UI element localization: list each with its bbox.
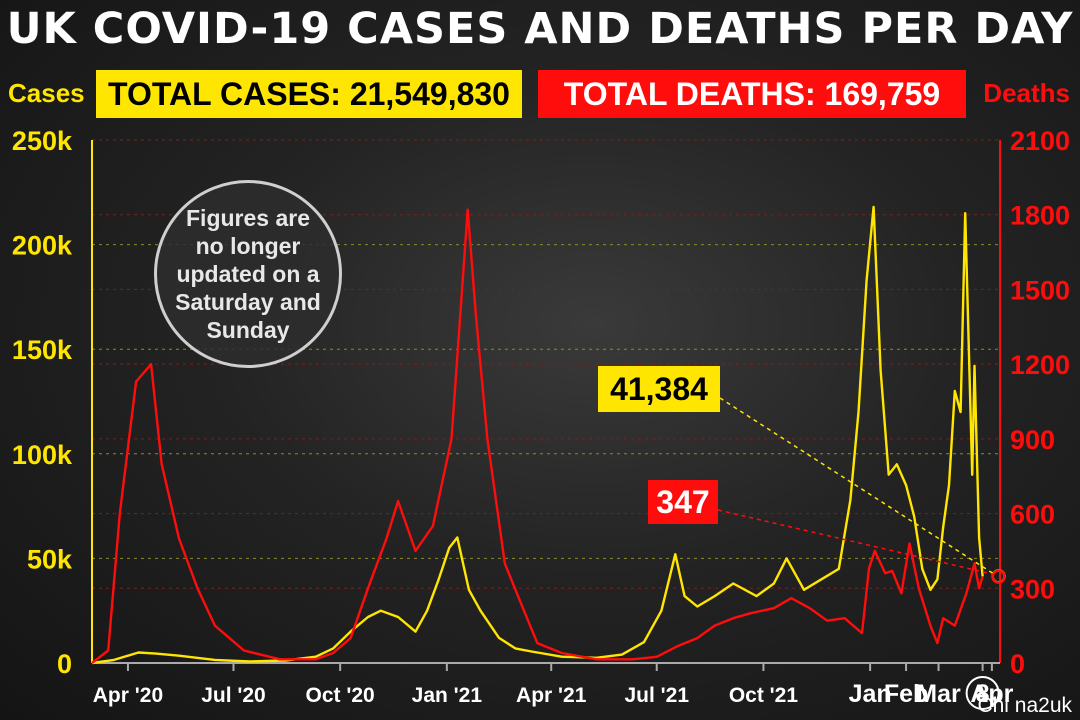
- watermark: Chi na2uk: [977, 694, 1072, 717]
- right-axis-name: Deaths: [983, 78, 1070, 108]
- note-text: Figures are no longer updated on a Satur…: [175, 205, 321, 343]
- series-line-cases: [91, 205, 984, 665]
- left-tick-label: 50k: [27, 544, 73, 574]
- endpoint-marker-deaths: [991, 569, 1006, 584]
- right-tick-label: 900: [1010, 425, 1055, 455]
- left-axis-name: Cases: [8, 78, 85, 108]
- x-tick-label: Apr '20: [93, 684, 163, 707]
- left-tick-label: 200k: [12, 231, 73, 261]
- left-tick-label: 150k: [12, 335, 73, 365]
- note-circle: Figures are no longer updated on a Satur…: [154, 180, 342, 368]
- x-tick-label: Oct '21: [729, 684, 799, 707]
- x-tick-label: Apr: [970, 680, 1013, 708]
- right-axis-ticks: 0 300 600 900 1200 1500 1800 2100: [1010, 126, 1070, 679]
- x-tick-label: Jul '20: [201, 684, 266, 707]
- callout-leaders: [717, 397, 996, 576]
- series-line-deaths: [91, 208, 984, 664]
- x-tick-label: Feb: [884, 680, 928, 708]
- right-tick-label: 600: [1010, 500, 1055, 530]
- right-tick-label: 0: [1010, 649, 1025, 679]
- x-tick-label: Jul '21: [624, 684, 689, 707]
- right-tick-label: 1200: [1010, 350, 1070, 380]
- left-axis-ticks: 0 50k 100k 150k 200k 250k: [12, 126, 73, 679]
- total-deaths-banner: TOTAL DEATHS: 169,759: [538, 70, 966, 118]
- x-tick-label: Jan: [849, 680, 892, 708]
- chart-title: UK COVID-19 CASES AND DEATHS PER DAY: [6, 4, 1074, 54]
- right-tick-label: 1500: [1010, 275, 1070, 305]
- x-tick-label: Oct '20: [306, 684, 375, 707]
- x-axis-ticks: Apr '20 Jul '20 Oct '20 Jan '21 Apr '21 Jul '…: [93, 663, 1014, 710]
- right-tick-label: 2100: [1010, 126, 1070, 156]
- x-tick-label: Mar: [916, 680, 961, 708]
- x-tick-label: 8: [976, 680, 990, 708]
- left-tick-label: 100k: [12, 440, 73, 470]
- left-tick-label: 0: [57, 649, 72, 679]
- date-marker-circle: [965, 676, 1000, 710]
- series-lines: [91, 205, 1006, 665]
- deaths-leader-line: [717, 509, 995, 576]
- cases-leader-line: [719, 397, 996, 576]
- total-cases-banner: TOTAL CASES: 21,549,830: [96, 70, 522, 118]
- left-tick-label: 250k: [12, 126, 73, 156]
- cases-callout: 41,384: [598, 366, 720, 412]
- right-tick-label: 300: [1010, 574, 1055, 604]
- right-tick-label: 1800: [1010, 201, 1070, 231]
- x-tick-label: Apr '21: [516, 684, 587, 707]
- x-tick-label: Jan '21: [412, 684, 483, 707]
- deaths-callout: 347: [648, 480, 718, 524]
